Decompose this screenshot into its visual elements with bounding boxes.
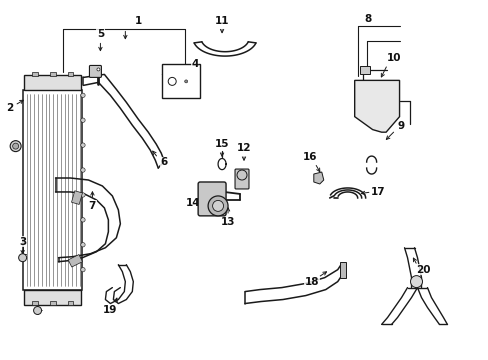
Polygon shape: [354, 80, 399, 132]
Text: 11: 11: [214, 15, 229, 26]
Circle shape: [81, 243, 85, 247]
Text: 20: 20: [415, 265, 430, 275]
Bar: [23, 289, 81, 305]
Text: 17: 17: [370, 187, 385, 197]
Circle shape: [10, 141, 21, 152]
Circle shape: [81, 193, 85, 197]
Text: 18: 18: [304, 276, 318, 287]
Text: 10: 10: [386, 54, 400, 63]
FancyBboxPatch shape: [198, 182, 225, 216]
Circle shape: [81, 143, 85, 147]
Text: 15: 15: [214, 139, 229, 149]
Circle shape: [13, 143, 19, 149]
Text: 13: 13: [221, 217, 235, 227]
Text: 9: 9: [397, 121, 404, 131]
Circle shape: [19, 254, 26, 262]
Text: 14: 14: [185, 198, 200, 208]
Circle shape: [34, 306, 41, 315]
Text: 19: 19: [103, 306, 117, 315]
Bar: [67, 72, 73, 76]
Text: 3: 3: [19, 237, 26, 247]
Circle shape: [81, 93, 85, 98]
FancyBboxPatch shape: [89, 66, 101, 77]
Text: 4: 4: [191, 59, 199, 69]
Circle shape: [81, 118, 85, 122]
Text: 2: 2: [6, 103, 13, 113]
FancyBboxPatch shape: [235, 169, 248, 189]
Bar: [23, 75, 81, 90]
Text: 1: 1: [134, 15, 142, 26]
Circle shape: [81, 168, 85, 172]
Text: 7: 7: [88, 201, 96, 211]
Text: 12: 12: [236, 143, 251, 153]
Circle shape: [184, 80, 187, 83]
Bar: [22, 90, 82, 289]
Bar: [49, 72, 56, 76]
Circle shape: [212, 201, 223, 211]
Circle shape: [208, 196, 227, 216]
Text: 8: 8: [363, 14, 370, 24]
Text: 16: 16: [302, 152, 316, 162]
Bar: [359, 67, 369, 75]
Bar: [49, 301, 56, 305]
Circle shape: [410, 276, 422, 288]
Circle shape: [81, 267, 85, 272]
Bar: [162, 64, 200, 98]
Text: 6: 6: [160, 157, 167, 167]
Bar: [339, 262, 345, 278]
Bar: [32, 72, 38, 76]
Polygon shape: [313, 172, 323, 184]
Bar: [67, 301, 73, 305]
Bar: [32, 301, 38, 305]
Circle shape: [97, 68, 100, 71]
Bar: [71, 191, 82, 204]
Bar: [68, 255, 82, 267]
Text: 5: 5: [97, 28, 104, 39]
Circle shape: [81, 218, 85, 222]
